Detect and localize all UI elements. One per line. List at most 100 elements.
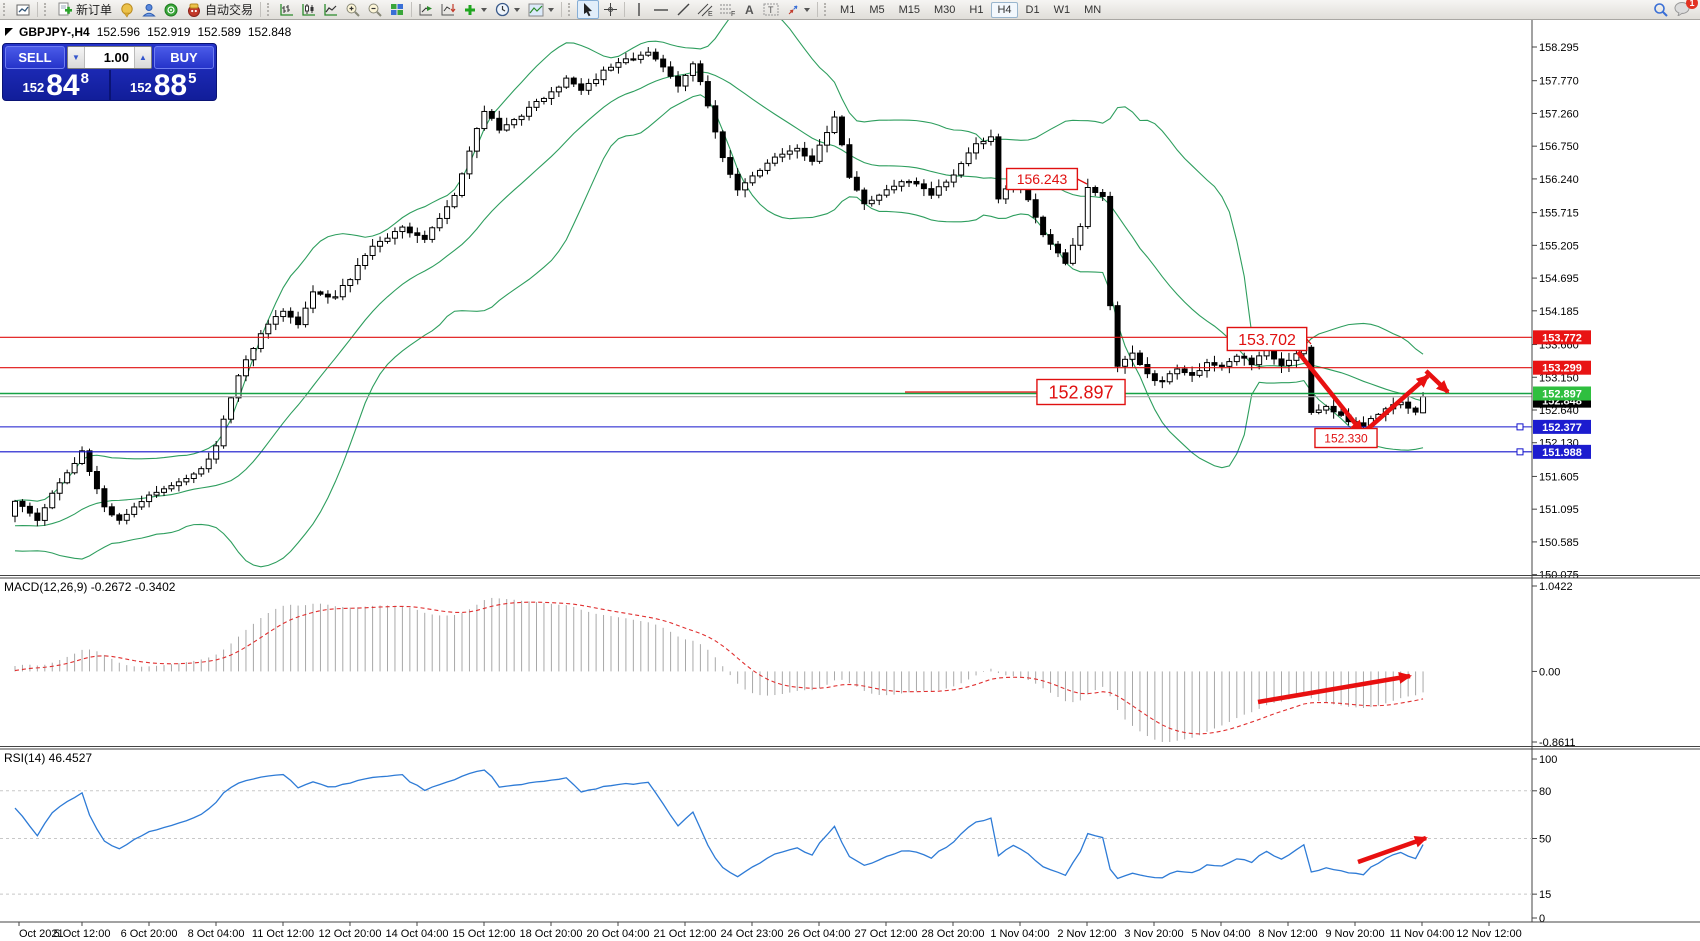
level-lines[interactable] — [0, 336, 1532, 456]
signals-icon[interactable] — [160, 0, 182, 19]
periods-icon — [495, 2, 510, 17]
templates-button[interactable] — [524, 1, 558, 18]
svg-text:151.988: 151.988 — [1542, 447, 1582, 459]
volume-decrease-button[interactable]: ▼ — [68, 47, 85, 68]
svg-text:Oct 2021: Oct 2021 — [19, 928, 64, 940]
toolbar-grip[interactable] — [568, 3, 573, 16]
indicators-icon — [465, 4, 476, 15]
toolbar-grip[interactable] — [267, 3, 272, 16]
svg-text:155.205: 155.205 — [1539, 240, 1579, 252]
annotation-arrows[interactable] — [1257, 350, 1450, 865]
autotrading-icon — [188, 3, 201, 17]
timeframe-d1-button[interactable]: D1 — [1025, 3, 1040, 16]
timeframe-m30-button[interactable]: M30 — [934, 3, 956, 16]
profile-icon[interactable] — [138, 0, 160, 19]
metaeditor-icon[interactable] — [116, 0, 138, 19]
buy-price[interactable]: 152 88 5 — [108, 69, 217, 101]
line-chart-icon[interactable] — [320, 0, 342, 19]
crosshair-icon[interactable] — [599, 0, 621, 19]
channel-icon[interactable]: E — [694, 0, 716, 19]
price-axis: 158.295 157.770 157.260 156.750 156.240 155.7… — [1531, 20, 1591, 925]
bollinger-bands — [14, 20, 1424, 568]
svg-text:21 Oct 12:00: 21 Oct 12:00 — [654, 928, 717, 940]
toolbar-separator — [37, 2, 38, 17]
chevron-down-icon — [804, 8, 811, 15]
svg-text:156.243: 156.243 — [1017, 171, 1068, 187]
buy-price-pip: 5 — [188, 70, 197, 87]
cursor-icon[interactable] — [577, 0, 600, 19]
bar-low: 152.589 — [197, 25, 241, 39]
svg-text:8 Nov 12:00: 8 Nov 12:00 — [1258, 928, 1317, 940]
toolbar: 新订单 自动交易 E F A T M1 M5 M15 M30 H1 H4 D1 … — [0, 0, 1700, 20]
sell-price-big: 84 — [46, 69, 80, 101]
svg-text:12 Oct 20:00: 12 Oct 20:00 — [319, 928, 382, 940]
text-icon[interactable]: A — [738, 0, 760, 19]
buy-button[interactable]: BUY — [154, 46, 214, 69]
rsi-pane — [0, 769, 1532, 895]
vline-icon[interactable] — [628, 0, 650, 19]
toolbar-separator — [260, 2, 262, 17]
timeframe-h4-button[interactable]: H4 — [991, 1, 1018, 18]
autotrading-button[interactable]: 自动交易 — [182, 1, 257, 18]
auto-scroll-icon[interactable] — [415, 0, 437, 19]
tile-windows-icon[interactable] — [386, 0, 408, 19]
svg-text:27 Oct 12:00: 27 Oct 12:00 — [855, 928, 918, 940]
toolbar-grip[interactable] — [44, 3, 49, 16]
zoom-out-icon[interactable] — [364, 0, 386, 19]
timeframe-m15-button[interactable]: M15 — [898, 3, 920, 16]
search-icon[interactable] — [1650, 0, 1672, 19]
label-icon[interactable]: T — [760, 0, 782, 19]
autotrading-label: 自动交易 — [205, 3, 254, 17]
trendline-icon[interactable] — [672, 0, 694, 19]
chart-shift-icon[interactable] — [437, 0, 459, 19]
shapes-button[interactable] — [782, 1, 814, 18]
chart-window-icon[interactable] — [12, 0, 34, 19]
svg-text:153.772: 153.772 — [1542, 332, 1582, 344]
svg-text:-0.8611: -0.8611 — [1539, 737, 1576, 749]
bars-chart-icon[interactable] — [276, 0, 298, 19]
templates-icon — [528, 3, 544, 16]
svg-text:152.377: 152.377 — [1542, 422, 1582, 434]
price-callouts[interactable]: 156.243 153.702 152.897 152.330 — [905, 167, 1378, 449]
svg-text:11 Oct 12:00: 11 Oct 12:00 — [252, 928, 314, 940]
candles-chart-icon[interactable] — [298, 0, 320, 19]
timeframe-m5-button[interactable]: M5 — [869, 3, 885, 16]
svg-text:1 Nov 04:00: 1 Nov 04:00 — [990, 928, 1049, 940]
new-order-button[interactable]: 新订单 — [53, 1, 116, 18]
toolbar-grip[interactable] — [824, 3, 829, 16]
sell-price[interactable]: 152 84 8 — [3, 70, 109, 100]
svg-text:15: 15 — [1539, 889, 1551, 901]
timeframe-w1-button[interactable]: W1 — [1053, 3, 1071, 16]
symbol-title: GBPJPY-,H4 — [19, 25, 90, 39]
timeframe-mn-button[interactable]: MN — [1084, 3, 1102, 16]
svg-text:154.695: 154.695 — [1539, 273, 1579, 285]
svg-text:0.00: 0.00 — [1539, 666, 1560, 678]
svg-text:152.330: 152.330 — [1324, 431, 1368, 445]
svg-text:156.240: 156.240 — [1539, 174, 1579, 186]
periods-button[interactable] — [491, 1, 524, 18]
svg-text:6 Oct 20:00: 6 Oct 20:00 — [121, 928, 178, 940]
toolbar-grip[interactable] — [3, 3, 8, 16]
indicators-button[interactable] — [459, 1, 491, 18]
fibonacci-icon[interactable]: F — [716, 0, 738, 19]
buy-price-big: 88 — [153, 69, 188, 101]
sell-button[interactable]: SELL — [5, 46, 65, 69]
zoom-in-icon[interactable] — [342, 0, 364, 19]
svg-text:20 Oct 04:00: 20 Oct 04:00 — [587, 928, 650, 940]
hline-icon[interactable] — [650, 0, 672, 19]
svg-text:F: F — [731, 11, 735, 17]
volume-increase-button[interactable]: ▲ — [134, 47, 151, 68]
svg-text:12 Nov 12:00: 12 Nov 12:00 — [1456, 928, 1521, 940]
notifications-icon[interactable]: 1 — [1674, 0, 1698, 19]
svg-text:153.150: 153.150 — [1539, 372, 1579, 384]
volume-input[interactable]: 1.00 — [103, 50, 129, 65]
svg-text:80: 80 — [1539, 786, 1551, 798]
notification-badge: 1 — [1686, 0, 1698, 9]
symbol-info-line: GBPJPY-,H4 152.596 152.919 152.589 152.8… — [5, 25, 291, 39]
timeframe-h1-button[interactable]: H1 — [969, 3, 984, 16]
collapse-one-click-icon[interactable] — [5, 28, 13, 36]
svg-text:3 Nov 20:00: 3 Nov 20:00 — [1124, 928, 1183, 940]
timeframe-m1-button[interactable]: M1 — [840, 3, 856, 16]
